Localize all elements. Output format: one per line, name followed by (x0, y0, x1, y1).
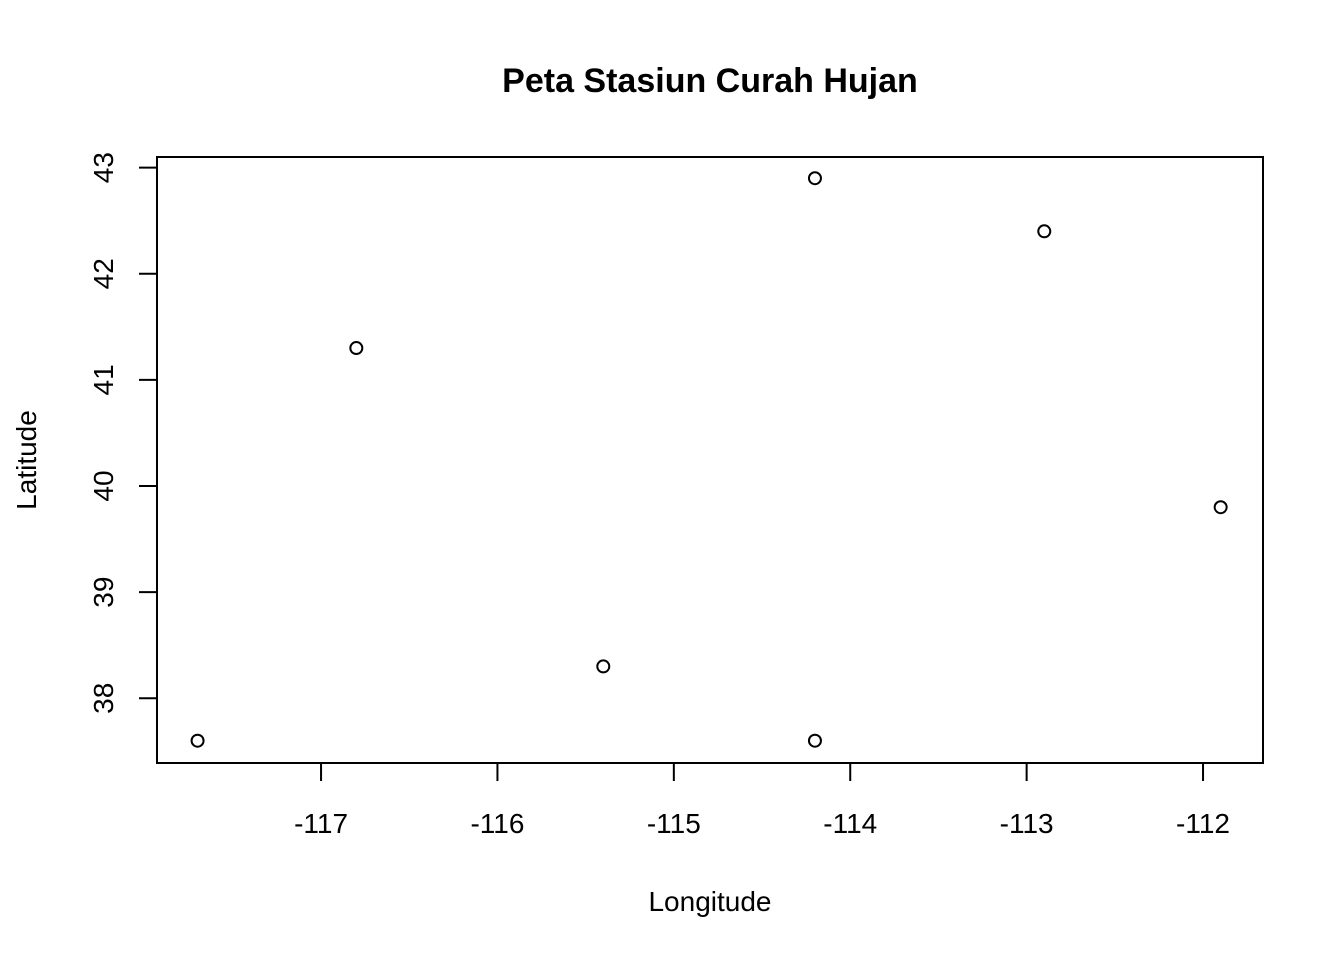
x-tick-label: -116 (470, 808, 524, 839)
y-tick-label: 41 (88, 364, 119, 395)
y-axis-label: Latitude (11, 410, 42, 510)
x-axis: -117 -116 -115 -114 -113 -112 (294, 763, 1230, 839)
data-point (190, 733, 205, 748)
data-point (1037, 224, 1052, 239)
y-tick-label: 42 (88, 258, 119, 289)
data-point (807, 171, 822, 186)
y-tick-label: 43 (88, 152, 119, 183)
data-point (807, 733, 822, 748)
chart-title: Peta Stasiun Curah Hujan (502, 62, 918, 100)
x-tick-label: -114 (823, 808, 877, 839)
plot-frame (156, 156, 1264, 764)
data-point (1213, 500, 1228, 515)
data-point (596, 659, 611, 674)
data-points (190, 171, 1228, 748)
x-tick-label: -112 (1176, 808, 1230, 839)
x-tick-label: -115 (647, 808, 701, 839)
x-axis-label: Longitude (648, 886, 771, 917)
data-point (349, 341, 364, 356)
y-axis: 38 39 40 41 42 43 (88, 152, 157, 714)
y-tick-label: 39 (88, 577, 119, 608)
y-tick-label: 38 (88, 683, 119, 714)
x-tick-label: -113 (1000, 808, 1054, 839)
x-tick-label: -117 (294, 808, 348, 839)
y-tick-label: 40 (88, 470, 119, 501)
